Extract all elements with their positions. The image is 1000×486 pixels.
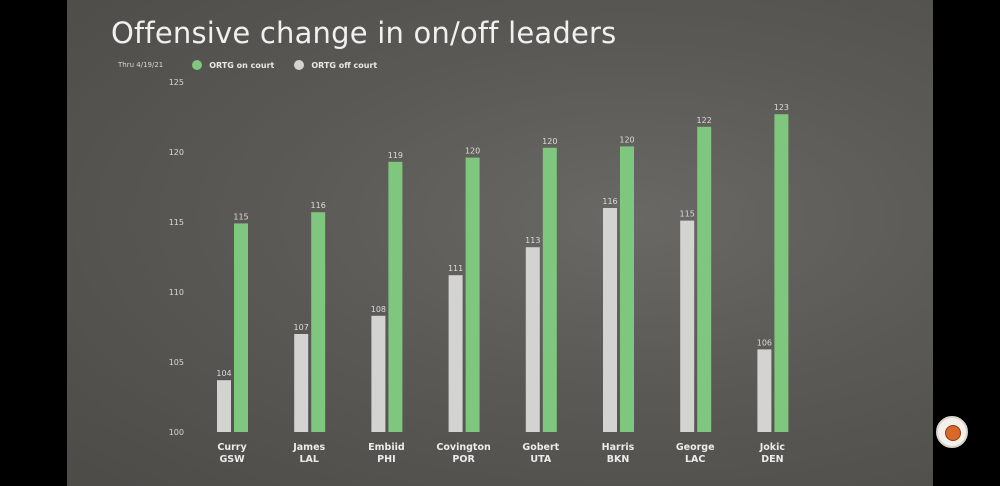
x-tick-label-team: UTA [530,454,551,465]
legend-swatch-on-court [192,60,203,70]
x-tick-label-player: Jokic [759,442,785,453]
x-tick-label-team: LAC [685,454,705,465]
value-label-on-court: 123 [774,103,789,112]
value-label-on-court: 119 [388,151,403,160]
bar-on-court [620,146,634,432]
bar-on-court [465,157,480,432]
value-label-off-court: 115 [680,210,695,219]
x-tick-label-team: BKN [607,454,630,465]
basketball-badge-icon [936,416,968,448]
legend-label-off-court: ORTG off court [311,60,378,70]
bar-on-court [388,161,403,433]
x-tick-label-team: LAL [299,454,318,465]
legend-item-on-court: ORTG on court [192,60,274,70]
bar-off-court [757,349,772,432]
value-label-on-court: 120 [465,147,480,156]
y-tick-label: 115 [169,218,184,227]
x-tick-label-team: GSW [219,454,245,465]
value-label-on-court: 122 [697,116,712,125]
chart-legend: Thru 4/19/21 ORTG on court ORTG off cour… [118,58,397,72]
bar-on-court [311,212,326,432]
value-label-on-court: 120 [619,135,634,144]
x-tick-label-player: Curry [217,442,247,453]
value-label-on-court: 116 [311,201,326,210]
bar-off-court [680,220,695,432]
y-tick-label: 105 [169,358,184,367]
value-label-on-court: 120 [542,137,557,146]
x-tick-label-player: James [292,442,325,453]
x-tick-label-player: Harris [602,442,635,453]
date-note: Thru 4/19/21 [118,61,164,69]
y-tick-label: 120 [169,148,184,157]
y-tick-label: 125 [169,78,184,87]
bar-off-court [448,275,463,432]
value-label-off-court: 104 [216,369,231,378]
value-label-off-court: 107 [294,323,309,332]
chart-background [67,0,933,486]
x-tick-label-player: Embiid [368,442,405,453]
bar-on-court [542,147,557,433]
bar-off-court [294,334,309,432]
x-tick-label-player: Gobert [522,442,559,453]
bar-on-court [697,126,712,433]
bar-on-court [774,114,789,432]
bar-off-court [603,208,617,432]
value-label-off-court: 113 [525,236,540,245]
chart-title: Offensive change in on/off leaders [111,16,617,50]
bar-off-court [217,380,231,432]
x-tick-label-player: George [676,442,715,453]
x-tick-label-team: DEN [761,454,783,465]
legend-label-on-court: ORTG on court [209,60,275,70]
x-tick-label-player: Covington [436,442,491,453]
y-tick-label: 100 [169,428,184,437]
value-label-off-court: 108 [371,305,386,314]
y-tick-label: 110 [169,288,184,297]
bar-off-court [371,315,386,432]
value-label-on-court: 115 [233,212,248,221]
bar-on-court [234,223,248,432]
value-label-off-court: 111 [448,264,463,273]
bar-off-court [525,247,540,432]
legend-item-off-court: ORTG off court [294,60,377,70]
value-label-off-court: 116 [602,197,617,206]
x-tick-label-team: POR [452,454,475,465]
legend-swatch-off-court [294,60,305,70]
x-tick-label-team: PHI [377,454,395,465]
value-label-off-court: 106 [757,338,772,347]
